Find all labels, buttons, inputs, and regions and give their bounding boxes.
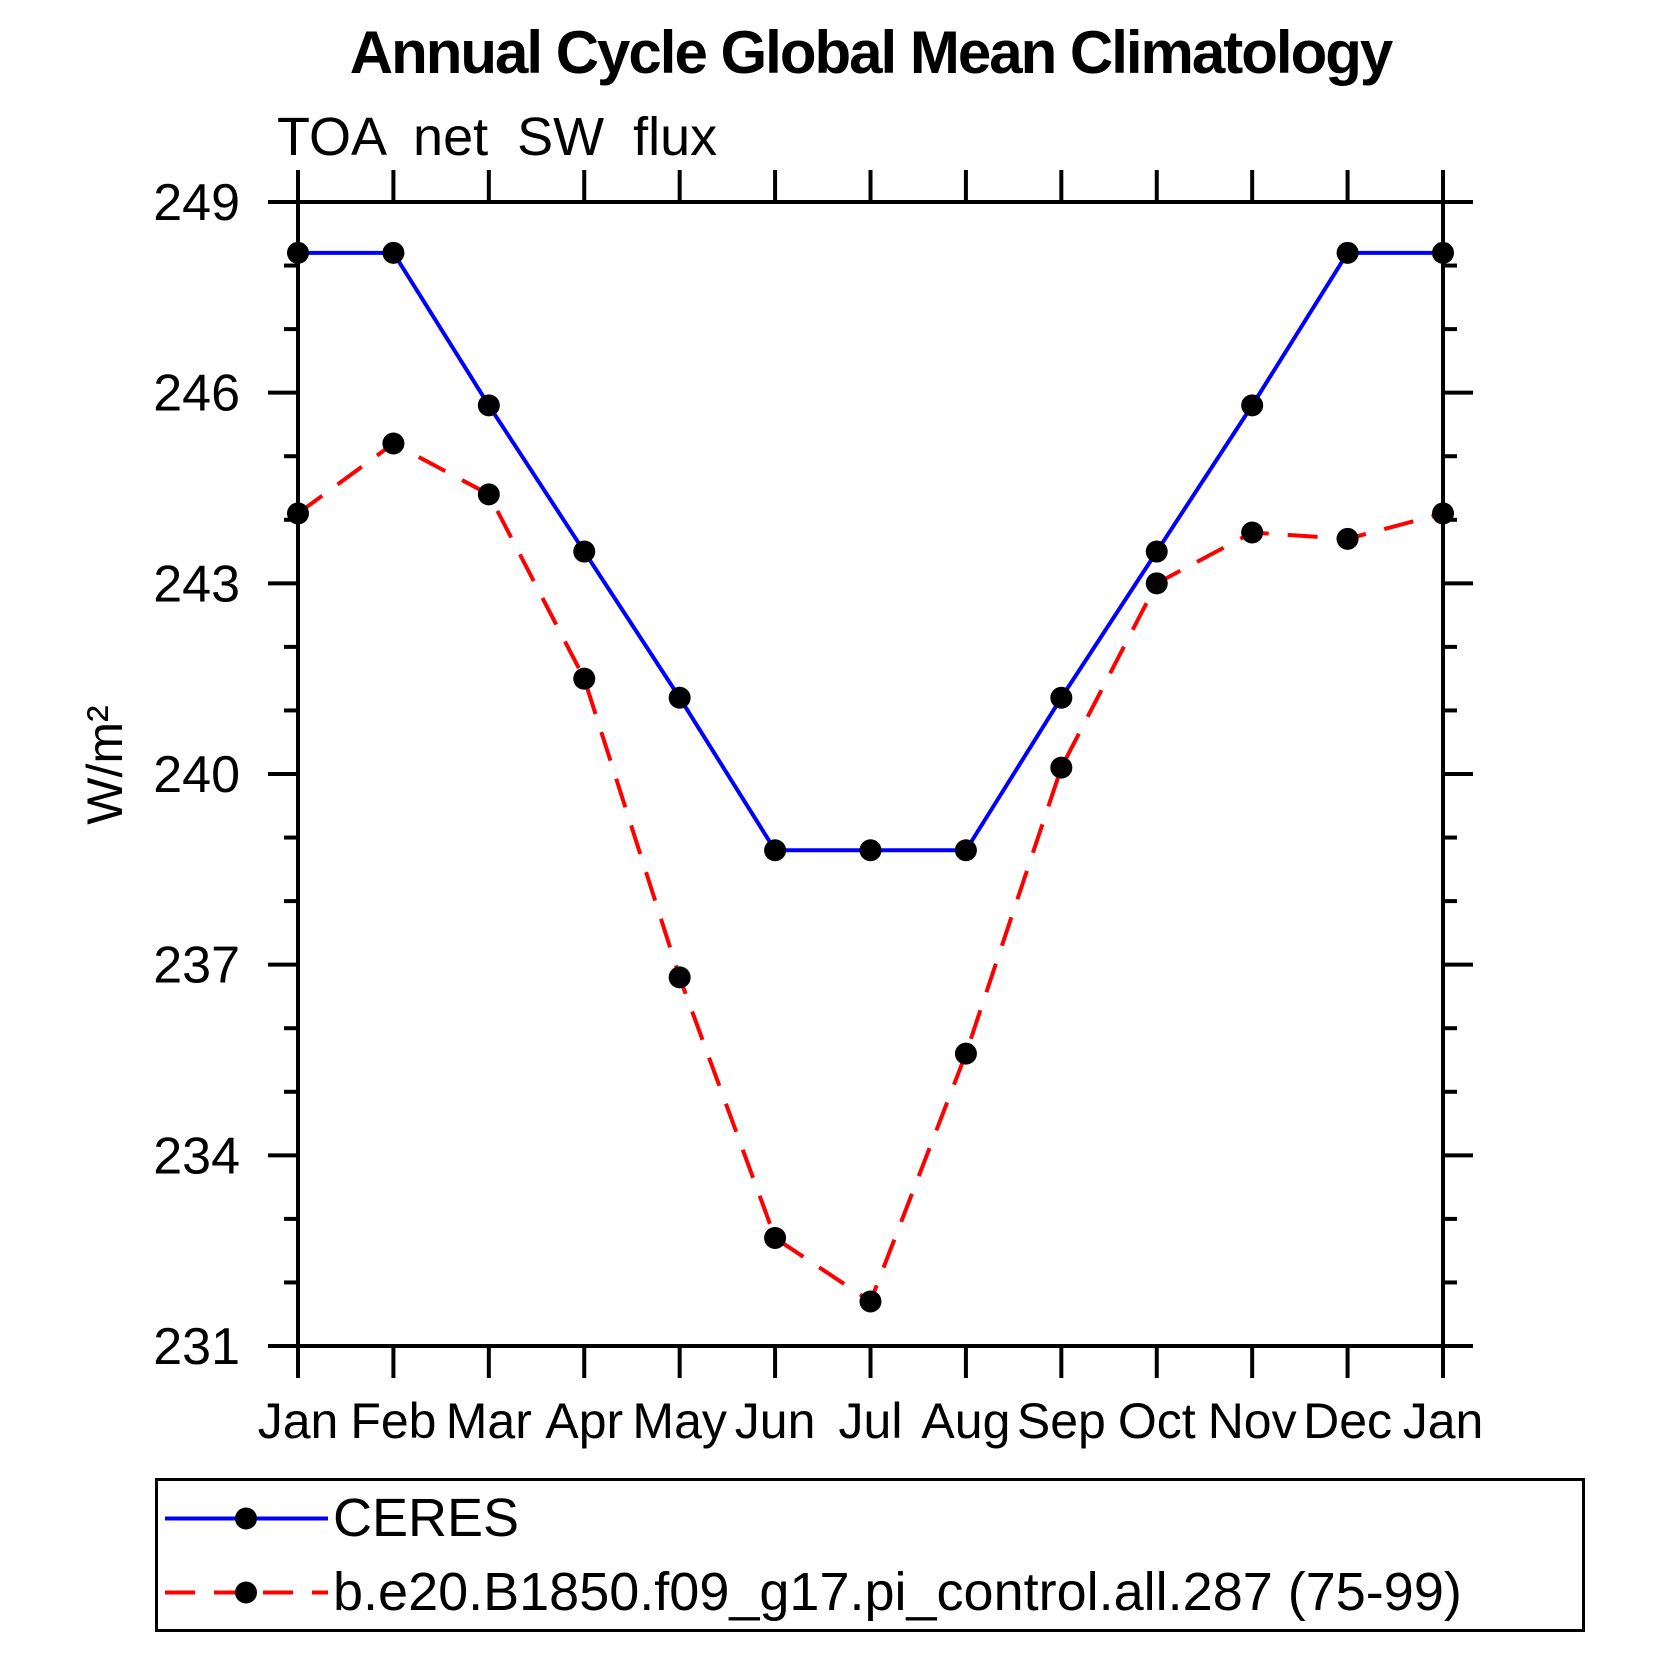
data-point-marker: [287, 502, 309, 525]
x-tick-label: Dec: [1303, 1393, 1392, 1449]
data-point-marker: [1145, 572, 1168, 595]
x-tick-label: Sep: [1017, 1393, 1106, 1449]
data-point-marker: [764, 839, 787, 862]
data-point-marker: [1336, 241, 1359, 264]
data-point-marker: [1050, 686, 1073, 709]
x-tick-label: Jan: [1403, 1393, 1484, 1449]
chart-subtitle: TOA net SW flux: [277, 107, 718, 167]
legend-marker: [235, 1581, 257, 1603]
ceres-line: [298, 250, 1443, 853]
legend-row-model: b.e20.B1850.f09_g17.pi_control.all.287 (…: [158, 1555, 1582, 1629]
legend-row-ceres: CERES: [158, 1481, 1582, 1555]
y-tick-label: 231: [153, 1318, 240, 1376]
data-point-marker: [954, 839, 977, 862]
data-point-marker: [1336, 527, 1359, 550]
data-point-marker: [1432, 241, 1454, 264]
x-tick-label: May: [632, 1393, 726, 1449]
data-point-marker: [1145, 540, 1168, 563]
data-point-marker: [1050, 756, 1073, 779]
data-point-marker: [573, 540, 596, 563]
x-tick-label: Apr: [545, 1393, 623, 1449]
y-tick-label: 249: [153, 174, 240, 232]
y-tick-label: 243: [153, 555, 240, 613]
ceres-legend-swatch: [165, 1507, 328, 1529]
x-tick-label: Aug: [921, 1393, 1010, 1449]
y-tick-label: 234: [153, 1127, 240, 1185]
model-legend-swatch: [165, 1581, 328, 1603]
data-point-marker: [287, 241, 309, 264]
x-tick-label: Nov: [1208, 1393, 1297, 1449]
data-point-marker: [1241, 394, 1264, 417]
data-point-marker: [382, 241, 405, 264]
legend-marker: [235, 1507, 257, 1529]
data-point-marker: [573, 667, 596, 690]
data-point-marker: [859, 839, 882, 862]
data-point-marker: [1241, 521, 1264, 544]
y-tick-label: 246: [153, 365, 240, 423]
data-point-marker: [477, 394, 500, 417]
y-tick-label: 240: [153, 746, 240, 804]
data-point-marker: [859, 1290, 882, 1313]
data-point-marker: [477, 483, 500, 506]
x-tick-label: Jan: [258, 1393, 339, 1449]
x-tick-label: Feb: [350, 1393, 436, 1449]
x-tick-label: Mar: [446, 1393, 532, 1449]
model-line: [296, 441, 1444, 1305]
data-point-marker: [1432, 502, 1454, 525]
data-point-marker: [954, 1042, 977, 1065]
x-tick-label: Oct: [1118, 1393, 1196, 1449]
ceres-legend-label: CERES: [333, 1488, 520, 1548]
model-legend-label: b.e20.B1850.f09_g17.pi_control.all.287 (…: [333, 1562, 1462, 1622]
data-point-marker: [668, 966, 691, 989]
legend-box: CERES b.e20.B1850.f09_g17.pi_control.all…: [155, 1478, 1585, 1632]
chart-title: Annual Cycle Global Mean Climatology: [349, 19, 1394, 86]
data-point-marker: [382, 432, 405, 455]
data-point-marker: [764, 1226, 787, 1249]
x-tick-label: Jul: [839, 1393, 903, 1449]
y-tick-label: 237: [153, 937, 240, 995]
data-point-marker: [668, 686, 691, 709]
x-tick-label: Jun: [735, 1393, 816, 1449]
